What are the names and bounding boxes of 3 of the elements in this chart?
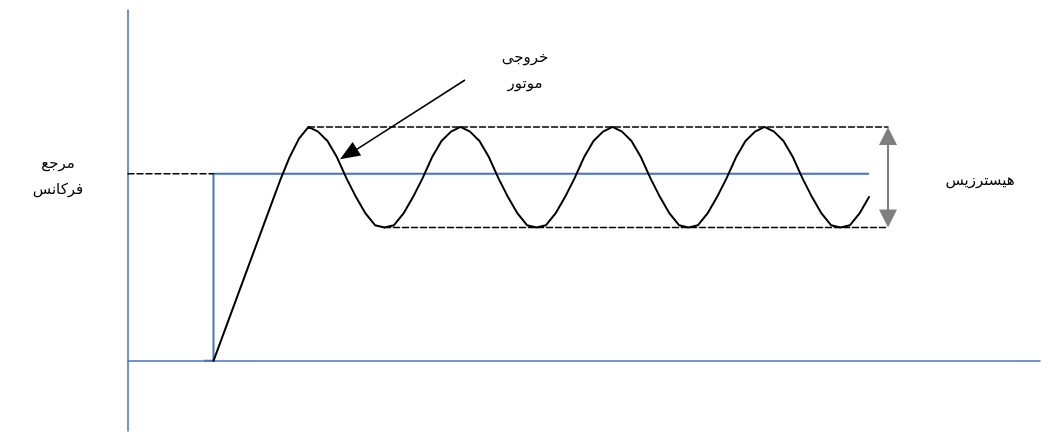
text: خروجی موتور: [501, 48, 549, 92]
annotation: هیسترزیس: [945, 171, 1015, 189]
text: مرجع فرکانس: [32, 154, 84, 198]
